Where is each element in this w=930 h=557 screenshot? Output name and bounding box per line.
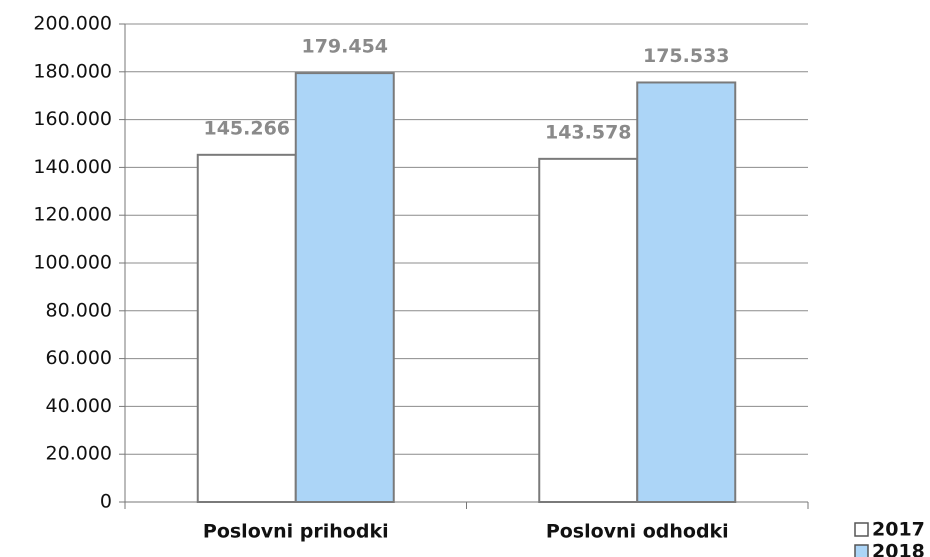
y-tick-label: 120.000 (33, 204, 112, 226)
x-tick-label: Poslovni prihodki (203, 521, 389, 543)
data-label: 145.266 (203, 117, 290, 139)
y-tick-label: 0 (100, 491, 112, 513)
y-tick-label: 200.000 (33, 13, 112, 35)
bar (636, 81, 737, 503)
data-label: 143.578 (545, 121, 632, 143)
x-tick-label: Poslovni odhodki (546, 521, 729, 543)
y-tick-label: 60.000 (46, 347, 112, 369)
bar (538, 157, 639, 504)
data-label: 179.454 (301, 36, 388, 58)
legend-label: 2018 (872, 541, 925, 557)
legend-label: 2017 (872, 519, 925, 541)
y-tick-label: 20.000 (46, 443, 112, 465)
legend-swatch (854, 522, 869, 537)
bar (294, 72, 395, 503)
legend-swatch (854, 544, 869, 557)
bar (196, 153, 297, 503)
y-tick-label: 140.000 (33, 156, 112, 178)
y-tick-label: 180.000 (33, 60, 112, 82)
y-tick-label: 40.000 (46, 395, 112, 417)
y-tick-label: 80.000 (46, 299, 112, 321)
data-label: 175.533 (643, 45, 730, 67)
y-tick-label: 100.000 (33, 252, 112, 274)
y-tick-label: 160.000 (33, 108, 112, 130)
